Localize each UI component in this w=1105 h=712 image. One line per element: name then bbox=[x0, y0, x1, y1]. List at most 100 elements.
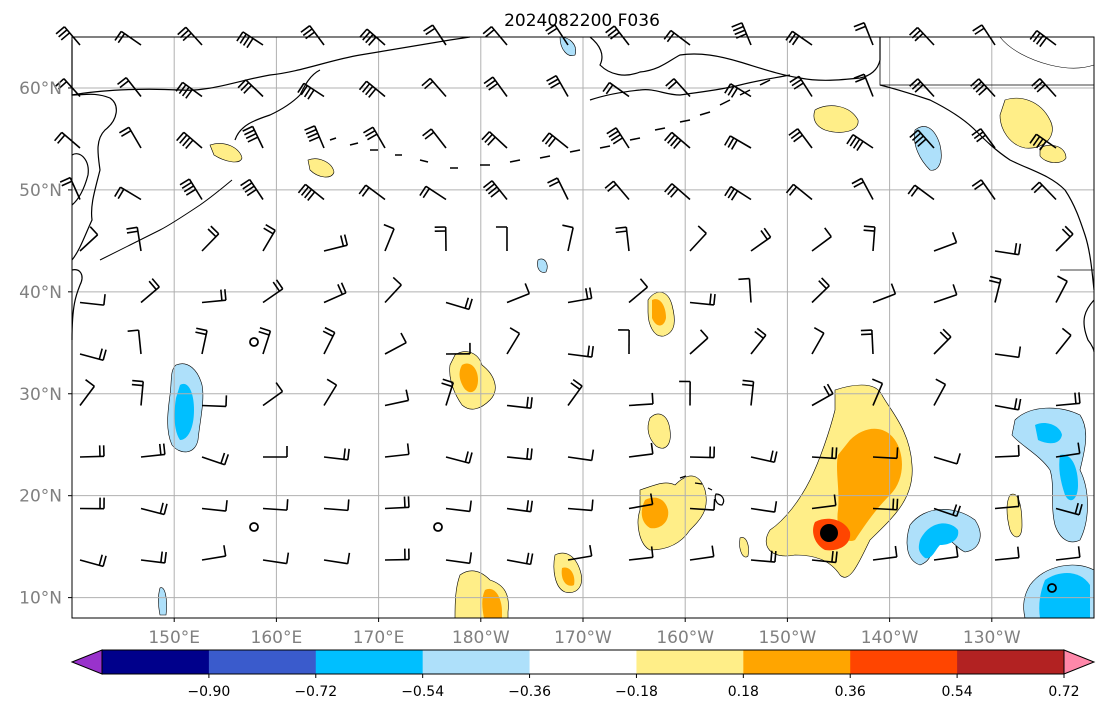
colorbar-tick-label: −0.54 bbox=[401, 684, 444, 700]
wind-barb bbox=[750, 327, 767, 355]
colorbar-bin bbox=[850, 650, 958, 674]
wind-barb bbox=[262, 446, 288, 458]
colorbar-bin bbox=[743, 650, 851, 674]
lon-tick-label: 160°E bbox=[251, 628, 303, 648]
wind-barb bbox=[323, 552, 351, 565]
wind-barb bbox=[421, 77, 447, 98]
wind-barb bbox=[871, 378, 884, 406]
wind-barb bbox=[1055, 327, 1072, 355]
lon-tick-label: 160°W bbox=[656, 628, 714, 648]
wind-barb bbox=[262, 499, 289, 511]
wind-barb bbox=[445, 451, 473, 464]
wind-barb bbox=[422, 128, 447, 149]
wind-barb bbox=[445, 297, 473, 311]
wind-barb bbox=[567, 378, 583, 406]
wind-barb bbox=[179, 178, 203, 200]
wind-barb bbox=[628, 392, 654, 407]
wind-barb bbox=[79, 445, 105, 458]
wind-barb bbox=[118, 126, 142, 149]
wind-barb bbox=[872, 283, 897, 304]
wind-barb bbox=[909, 129, 935, 149]
wind-barb bbox=[506, 552, 534, 566]
wind-barb bbox=[258, 327, 272, 355]
wind-barb bbox=[114, 186, 142, 201]
wind-barb bbox=[689, 293, 716, 306]
wind-barb bbox=[506, 396, 533, 409]
wind-barb bbox=[970, 78, 996, 98]
wind-barb bbox=[1055, 442, 1081, 458]
wind-barb bbox=[628, 442, 654, 458]
colorbar-tick-label: −0.36 bbox=[508, 684, 551, 700]
wind-barb bbox=[131, 379, 145, 406]
wind-barb bbox=[628, 546, 654, 561]
wind-barb bbox=[853, 21, 874, 46]
wind-barb bbox=[606, 127, 630, 149]
wind-barb bbox=[323, 499, 350, 512]
wind-barb bbox=[506, 448, 533, 461]
wind-barb bbox=[506, 283, 531, 304]
wind-barbs bbox=[54, 21, 1083, 568]
lat-tick-label: 40°N bbox=[19, 283, 62, 303]
wind-barb bbox=[323, 448, 350, 461]
wind-barb bbox=[359, 28, 386, 46]
wind-barb bbox=[750, 550, 777, 563]
wind-barb bbox=[724, 185, 752, 201]
wind-barb bbox=[445, 342, 471, 355]
wind-barb bbox=[972, 24, 996, 46]
wind-barb bbox=[363, 126, 386, 149]
wind-barb bbox=[567, 449, 595, 462]
lat-tick-label: 10°N bbox=[19, 589, 62, 609]
wind-barb bbox=[933, 545, 959, 561]
wind-barb bbox=[872, 447, 899, 460]
station-markers bbox=[249, 337, 1057, 593]
colorbar-bin bbox=[529, 650, 637, 674]
wind-barb bbox=[1055, 502, 1083, 516]
wind-barb bbox=[1055, 546, 1081, 561]
wind-barb bbox=[140, 278, 160, 304]
wind-barb bbox=[738, 277, 752, 303]
wind-barb bbox=[297, 183, 325, 201]
wind-barb bbox=[1030, 181, 1057, 201]
wind-barb bbox=[201, 500, 228, 512]
wind-barb bbox=[495, 226, 508, 252]
wind-barb bbox=[434, 226, 447, 252]
wind-barb bbox=[602, 81, 630, 98]
lon-tick-label: 150°E bbox=[148, 628, 200, 648]
wind-barb bbox=[1055, 275, 1068, 303]
colorbar-bin bbox=[636, 650, 744, 674]
wind-barb bbox=[79, 497, 105, 510]
lon-tick-label: 180°W bbox=[452, 628, 510, 648]
map-panel bbox=[54, 21, 1095, 619]
wind-barb bbox=[546, 74, 569, 97]
wind-barb bbox=[55, 26, 81, 46]
wind-barb bbox=[994, 546, 1020, 561]
colorbar-outline bbox=[101, 649, 1065, 675]
wind-barb bbox=[506, 500, 534, 513]
colorbar-bin bbox=[422, 650, 531, 674]
colorbar-tick-label: −0.72 bbox=[294, 684, 337, 700]
wind-barb bbox=[384, 276, 402, 304]
lon-tick-label: 170°W bbox=[554, 628, 612, 648]
wind-barb bbox=[789, 75, 813, 97]
wind-barb bbox=[545, 24, 569, 46]
wind-barb bbox=[323, 282, 347, 304]
wind-barb bbox=[933, 328, 952, 355]
wind-barb bbox=[300, 25, 325, 46]
wind-barb bbox=[383, 223, 395, 252]
wind-barb bbox=[483, 76, 508, 97]
wind-barb bbox=[201, 452, 230, 466]
colorbar-tick-label: 0.54 bbox=[942, 684, 973, 700]
colorbar-tick-label: 0.72 bbox=[1048, 684, 1079, 700]
wind-barb bbox=[785, 183, 813, 201]
wind-barb bbox=[176, 131, 203, 150]
wind-barb bbox=[262, 382, 284, 407]
colorbar-tick-label: 0.36 bbox=[835, 684, 866, 700]
wind-barb bbox=[262, 224, 276, 252]
coastlines bbox=[71, 36, 1095, 506]
wind-barb bbox=[689, 499, 716, 511]
lat-tick-label: 20°N bbox=[19, 487, 62, 507]
wind-barb bbox=[907, 184, 935, 201]
wind-barb bbox=[933, 284, 958, 304]
wind-barb bbox=[481, 131, 508, 149]
wind-barb bbox=[604, 180, 630, 201]
